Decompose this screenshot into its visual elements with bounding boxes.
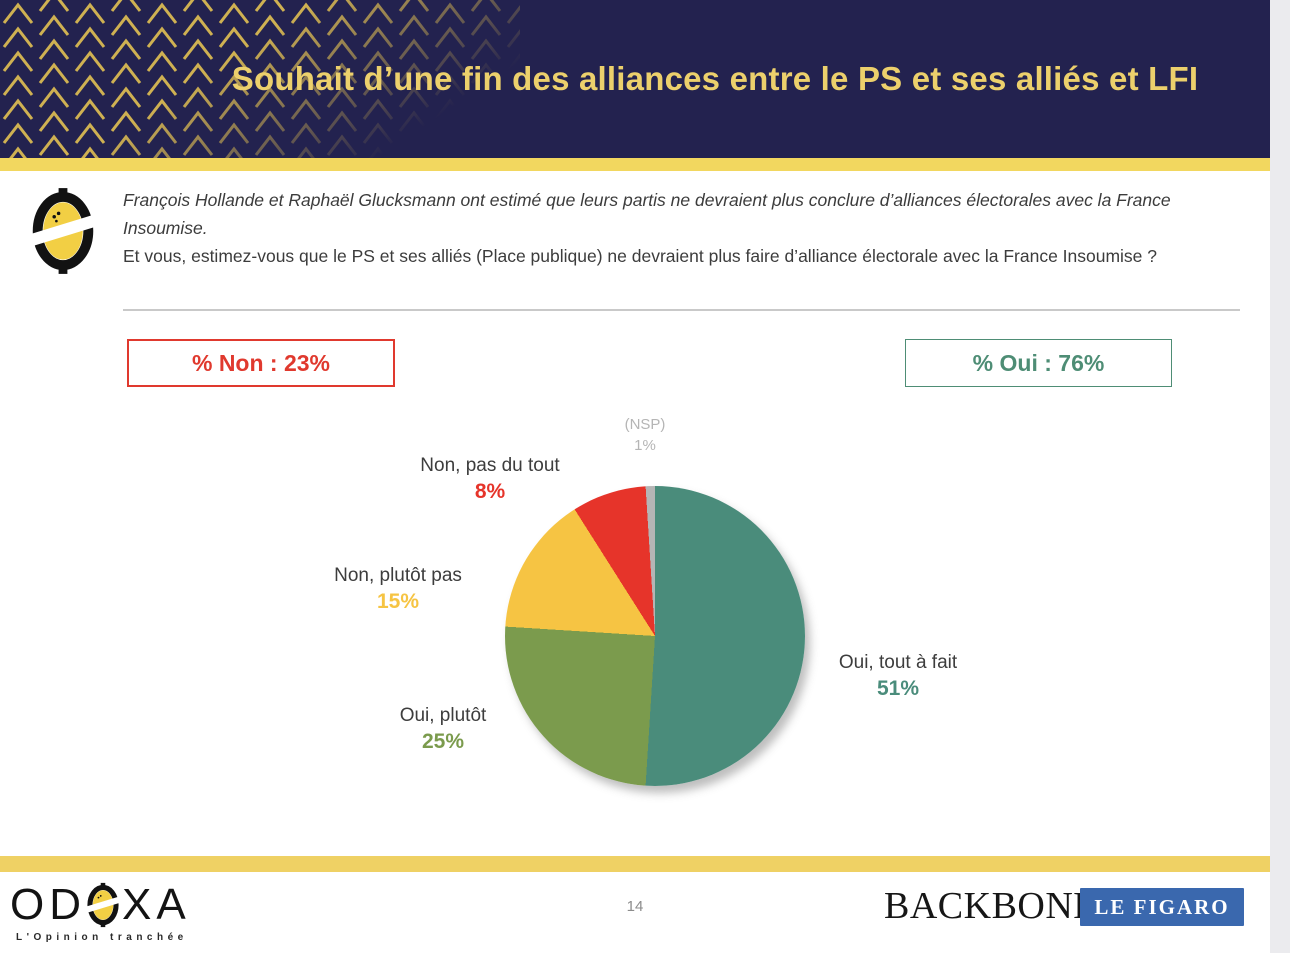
right-gutter — [1270, 0, 1290, 953]
non-summary-label: % Non : 23% — [191, 349, 331, 376]
odoxa-tagline: L'Opinion tranchée — [16, 932, 188, 943]
lefigaro-logo: LE FIGARO — [1080, 888, 1244, 926]
backbone-logo: BACKBONE — [884, 885, 1098, 927]
oui-summary-box: % Oui : 76% — [905, 339, 1172, 387]
pie-label-non-pas-du-tout: Non, pas du tout 8% — [380, 453, 600, 506]
pie-label-oui-plutot: Oui, plutôt 25% — [333, 703, 553, 756]
pie-label-nsp-text: (NSP) — [624, 416, 666, 433]
pie-label-oui-tout-a-fait-text: Oui, tout à fait — [838, 652, 958, 673]
pie-label-oui-tout-a-fait: Oui, tout à fait 51% — [788, 650, 1008, 703]
odoxa-lemon-glyph-icon — [86, 882, 120, 928]
question-ask: Et vous, estimez-vous que le PS et ses a… — [123, 246, 1158, 266]
pie-label-oui-plutot-text: Oui, plutôt — [399, 705, 487, 726]
header-accent-bar — [0, 158, 1270, 171]
odoxa-lemon-icon — [30, 188, 96, 274]
question-text-block: François Hollande et Raphaël Glucksmann … — [123, 186, 1243, 270]
pie-label-non-pas-du-tout-value: 8% — [474, 480, 506, 503]
non-summary-box: % Non : 23% — [127, 339, 395, 387]
pie-label-nsp: (NSP) 1% — [535, 414, 755, 456]
pie-label-non-plutot-pas-value: 15% — [376, 590, 420, 613]
pie-label-non-plutot-pas: Non, plutôt pas 15% — [288, 563, 508, 616]
pie-label-non-plutot-pas-text: Non, plutôt pas — [334, 565, 462, 586]
odoxa-logo: OD XA L'Opinion tranchée — [10, 880, 191, 944]
header-banner: Souhait d’une fin des alliances entre le… — [0, 0, 1270, 158]
pie-label-nsp-value: 1% — [634, 437, 656, 454]
lefigaro-logo-text: LE FIGARO — [1094, 894, 1230, 919]
pie-label-oui-tout-a-fait-value: 51% — [876, 677, 920, 700]
pie-label-oui-plutot-value: 25% — [421, 730, 465, 753]
page-number: 14 — [626, 898, 644, 915]
page-title: Souhait d’une fin des alliances entre le… — [231, 60, 1199, 97]
pie-label-non-pas-du-tout-text: Non, pas du tout — [420, 455, 560, 476]
question-context: François Hollande et Raphaël Glucksmann … — [123, 190, 1171, 238]
footer-accent-bar — [0, 856, 1270, 872]
section-divider — [123, 309, 1240, 311]
oui-summary-label: % Oui : 76% — [972, 349, 1105, 376]
chevron-pattern-decoration — [0, 0, 520, 158]
odoxa-wordmark-left: OD — [10, 880, 86, 929]
pie-chart — [505, 486, 805, 786]
odoxa-wordmark-right: XA — [122, 880, 191, 929]
